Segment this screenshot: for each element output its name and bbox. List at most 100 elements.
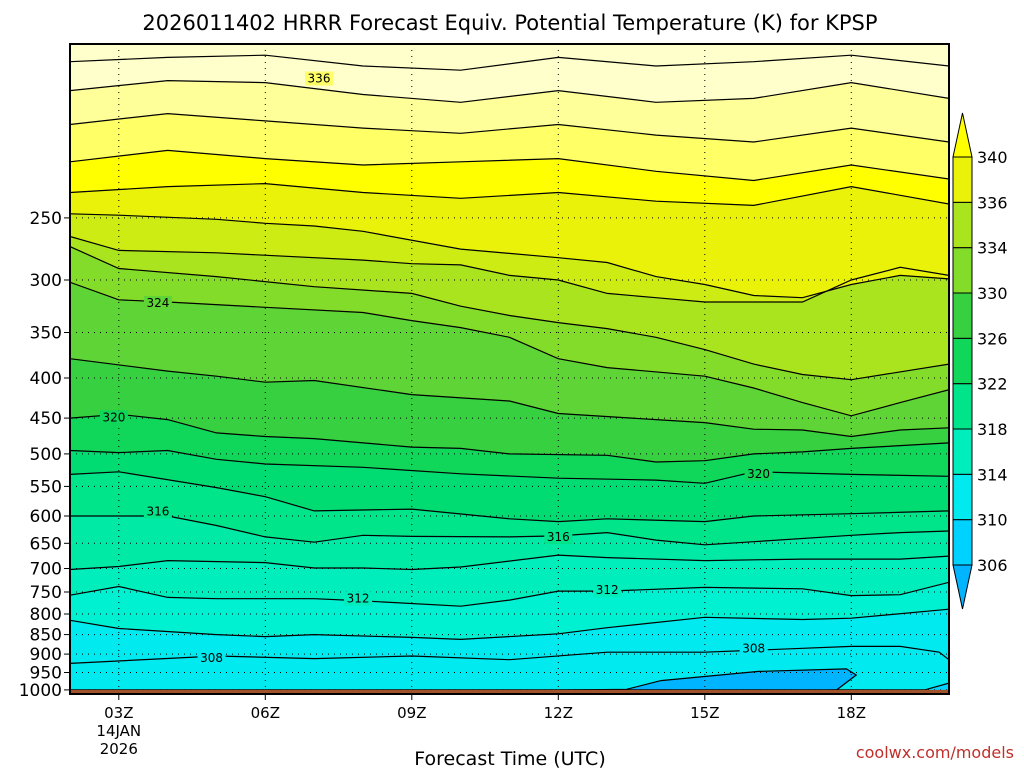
contour-label-bg [344,591,373,606]
contour-band-340.5 [70,55,949,103]
y-tick-label-350: 350 [30,324,62,344]
contour-line-324 [70,358,949,438]
credit-text: coolwx.com/models [856,743,1014,762]
contour-label: 308 [200,651,223,665]
contour-band-330.5 [70,213,949,302]
y-tick-label-550: 550 [30,477,62,497]
contour-line-layer [70,54,949,692]
colorbar-label-306: 306 [977,556,1008,575]
contour-band-336.5 [70,113,949,181]
x-tick-date-label: 14JAN [96,722,141,740]
colorbar-label-330: 330 [977,284,1008,303]
contour-line-328 [70,246,949,381]
contour-fill-layer [70,44,949,694]
contour-line-316 [70,515,949,546]
contour-line-334 [70,182,949,207]
colorbar-segment [952,247,973,294]
contour-label-bg [744,466,773,481]
contour-line-308 [70,645,949,664]
contour-band-326.5 [70,246,949,416]
y-tick-label-750: 750 [30,583,62,603]
y-tick-label-250: 250 [30,209,62,229]
colorbar-segment [952,156,973,203]
colorbar-label-310: 310 [977,511,1008,530]
colorbar-segment [952,337,973,385]
colorbar-label-318: 318 [977,420,1008,439]
colorbar-segment [952,473,973,521]
contour-label-bg [197,651,226,666]
y-tick-label-500: 500 [30,445,62,465]
x-tick-year-label: 2026 [100,740,138,758]
contour-band-343 [70,44,949,71]
ground-surface [70,689,949,694]
contour-label-bg [305,71,333,86]
contour-line-326 [70,281,949,417]
contour-band-310.5 [70,582,949,640]
y-tick-label-400: 400 [30,369,62,389]
colorbar-label-326: 326 [977,329,1008,348]
x-tick-label-06Z: 06Z [251,704,280,722]
contour-band-338.5 [70,80,949,142]
contour-label-bg [739,641,768,656]
contour-band-328.5 [70,236,949,380]
y-tick-label-850: 850 [30,626,62,646]
contour-label-bg [544,529,573,544]
contour-label: 336 [308,72,331,86]
contour-label: 316 [547,530,570,544]
contour-band-322.5 [70,358,949,462]
contour-band-332.5 [70,183,949,298]
contour-band-324.5 [70,282,949,437]
contour-line-318 [70,471,949,523]
plot-frame [69,43,950,695]
contour-label-layer: 336 324 320 316 312 308 320 316 312 308 [99,71,773,666]
contour-label-bg [143,296,172,310]
plot-area: 336 324 320 316 312 308 320 316 312 308 [70,44,949,694]
x-tick-label-18Z: 18Z [837,704,866,722]
colorbar: 306 310 314 318 322 326 330 334 336 340 [952,112,1008,610]
contour-band-316.5 [70,471,949,545]
contour-label: 312 [596,583,619,597]
contour-band-312.5 [70,555,949,607]
contour-label-bg [593,583,622,598]
contour-band-314.5 [70,516,949,570]
chart-title: 2026011402 HRRR Forecast Equiv. Potentia… [142,11,877,35]
contour-line-338 [70,112,949,143]
y-tick-label-800: 800 [30,605,62,625]
y-tick-label-950: 950 [30,664,62,684]
x-axis-label: Forecast Time (UTC) [414,748,605,768]
colorbar-segment [952,383,973,430]
y-tick-label-1000: 1000 [19,681,62,701]
y-axis: 2503003504004505005506006507007508008509… [19,209,70,701]
colorbar-label-336: 336 [977,193,1008,212]
colorbar-label-322: 322 [977,375,1008,394]
contour-label: 308 [742,642,765,656]
y-tick-label-300: 300 [30,271,62,291]
contour-label: 316 [146,504,169,518]
x-tick-label-09Z: 09Z [397,704,426,722]
contour-label: 320 [747,467,770,481]
y-tick-label-700: 700 [30,560,62,580]
contour-line-332 [70,213,949,299]
colorbar-segment [952,292,973,339]
contour-label: 324 [146,296,169,310]
x-tick-label-15Z: 15Z [690,704,719,722]
contour-line-342 [70,54,949,71]
y-tick-label-450: 450 [30,409,62,429]
colorbar-label-314: 314 [977,465,1008,484]
contour-label-bg [99,410,128,425]
contour-label: 312 [347,592,370,606]
contour-band-305 [509,668,857,691]
colorbar-label-334: 334 [977,239,1008,258]
contour-line-336 [70,149,949,182]
contour-label: 320 [102,410,125,424]
colorbar-segment [952,201,973,249]
colorbar-label-340: 340 [977,148,1008,167]
colorbar-segment [952,519,973,566]
y-tick-label-900: 900 [30,645,62,665]
contour-line-312 [70,581,949,607]
y-tick-label-650: 650 [30,534,62,554]
contour-line-310 [70,608,949,641]
contour-line-340 [70,79,949,103]
